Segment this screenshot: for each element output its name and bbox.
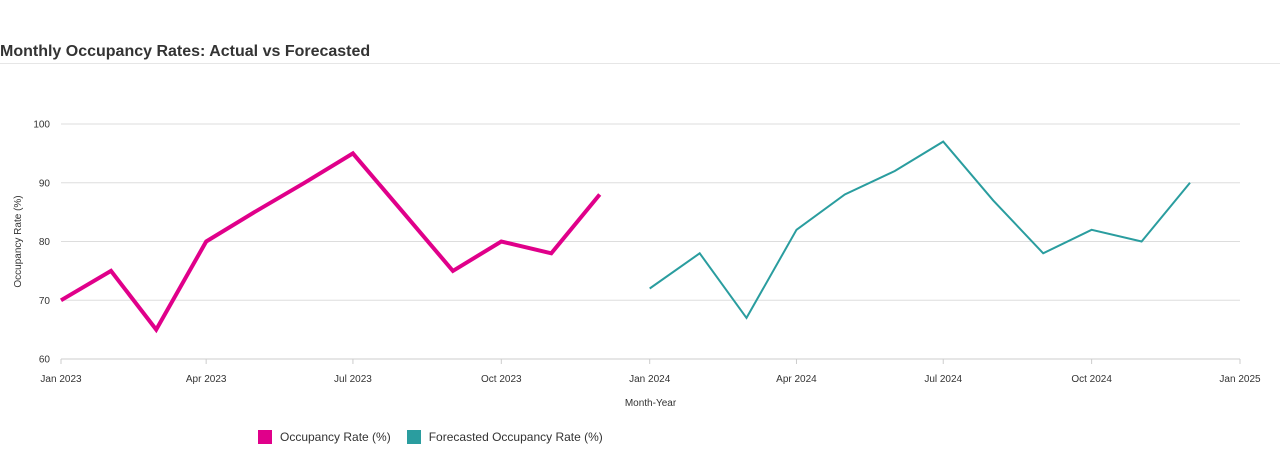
legend: Occupancy Rate (%) Forecasted Occupancy R… [258,430,603,444]
x-tick-label: Oct 2023 [481,374,522,385]
legend-label: Forecasted Occupancy Rate (%) [428,430,603,444]
x-tick-label: Jan 2024 [629,374,671,385]
x-tick-label: Jul 2023 [334,374,372,385]
legend-item[interactable]: Occupancy Rate (%) [258,430,391,444]
legend-label: Occupancy Rate (%) [280,430,391,444]
series-line-occupancy-rate[interactable] [59,150,602,334]
series-lines [59,140,1191,334]
series-line-forecasted-occupancy-rate[interactable] [649,140,1191,320]
chart-title: Monthly Occupancy Rates: Actual vs Forec… [0,43,371,60]
legend-item[interactable]: Forecasted Occupancy Rate (%) [406,430,603,444]
axes: 60 70 80 90 100 Jan 2023 Apr 2023 Jul 2023 Oct 2… [33,120,1261,386]
y-tick-label: 90 [39,178,51,189]
legend-swatch [406,430,421,444]
legend-swatch [258,430,272,444]
x-tick-label: Apr 2024 [776,374,817,385]
x-axis-title: Month-Year [625,398,677,409]
x-tick-label: Jan 2023 [40,374,82,385]
y-tick-label: 60 [39,355,51,366]
title-divider [0,63,1280,64]
y-axis-title: Occupancy Rate (%) [13,195,24,287]
gridlines [61,123,1240,360]
x-tick-label: Oct 2024 [1071,374,1112,385]
y-tick-label: 100 [33,120,50,131]
x-tick-label: Jan 2025 [1219,374,1261,385]
y-tick-label: 70 [39,296,51,307]
x-tick-label: Jul 2024 [924,374,962,385]
x-tick-label: Apr 2023 [186,374,227,385]
y-tick-label: 80 [39,237,51,248]
